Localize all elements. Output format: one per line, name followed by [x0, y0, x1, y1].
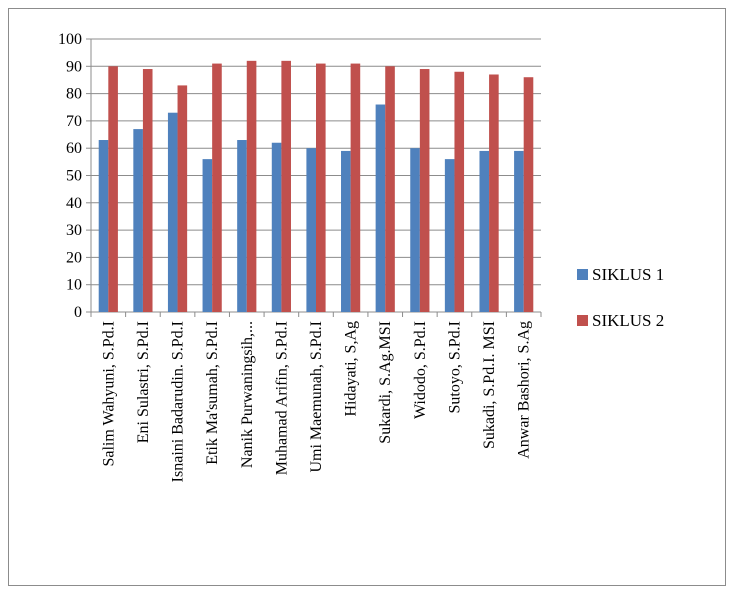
- bar-1: [375, 104, 386, 313]
- bar-2: [246, 60, 257, 313]
- legend-label: SIKLUS 1: [592, 265, 664, 284]
- bar-2: [142, 69, 153, 312]
- chart-frame: [8, 8, 726, 586]
- bar-2: [454, 71, 465, 312]
- bars: [98, 60, 534, 313]
- y-tick-label: 60: [66, 140, 82, 157]
- category-label: Salim Wahyuni, S.Pd.I: [100, 321, 117, 467]
- y-tick-label: 40: [66, 195, 82, 212]
- bar-1: [306, 148, 316, 312]
- bar-1: [341, 150, 351, 312]
- bar-2: [108, 66, 118, 312]
- category-label: Anwar Bashori, S.Ag: [516, 321, 533, 459]
- category-label: Widodo, S.Pd.I: [412, 321, 429, 419]
- category-label: Sukadi, S.Pd.I. MSI: [481, 321, 498, 449]
- category-label: Eni Sulastri, S.Pd.I: [135, 321, 152, 443]
- y-tick-label: 100: [58, 31, 82, 48]
- bar-2: [177, 85, 188, 312]
- category-label: Isnaini Badarudin. S.Pd.I: [170, 321, 187, 482]
- bar-1: [237, 140, 247, 312]
- bar-2: [385, 66, 395, 312]
- y-tick-label: 0: [74, 304, 82, 321]
- y-tick-label: 70: [66, 113, 82, 130]
- y-tick-label: 80: [66, 86, 82, 103]
- bar-2: [316, 63, 326, 312]
- bar-1: [98, 140, 109, 312]
- category-label: Nanik Purwaningsih,...: [239, 321, 256, 468]
- category-label: Umi Maemunah, S.Pd.I: [308, 321, 325, 473]
- y-tick-label: 90: [66, 58, 82, 75]
- bar-1: [133, 129, 143, 312]
- bar-2: [489, 74, 499, 313]
- y-tick-label: 30: [66, 222, 82, 239]
- y-tick-label: 10: [66, 277, 82, 294]
- bar-1: [271, 142, 282, 312]
- category-labels: Salim Wahyuni, S.Pd.I Eni Sulastri, S.Pd.…: [100, 321, 532, 482]
- legend-label: SIKLUS 2: [592, 311, 664, 330]
- category-label: Sutoyo, S.Pd.I: [446, 321, 463, 413]
- bar-1: [202, 159, 213, 312]
- bar-2: [350, 63, 361, 312]
- bar-1: [479, 150, 490, 312]
- category-label: Etik Ma'sumah, S.Pd.I: [204, 321, 221, 465]
- bar-2: [419, 69, 430, 312]
- y-tick-label: 50: [66, 168, 82, 185]
- bar-2: [523, 77, 534, 312]
- category-label: Muhamad Arifin, S.Pd.I: [273, 321, 290, 475]
- y-tick-label: 20: [66, 249, 82, 266]
- legend-swatch: [577, 315, 588, 326]
- legend: SIKLUS 1 SIKLUS 2: [577, 265, 664, 330]
- bar-2: [281, 60, 291, 313]
- y-tick-labels: 0 10 20 30 40 50 60 70 80 90 100: [58, 31, 82, 321]
- bar-1: [444, 159, 455, 312]
- bar-1: [514, 150, 524, 312]
- bar-1: [167, 112, 178, 313]
- bar-1: [410, 148, 420, 312]
- bar-2: [212, 63, 222, 312]
- category-label: Sukardi, S.Ag.MSI: [377, 321, 394, 444]
- axes: [86, 38, 542, 317]
- legend-swatch: [577, 269, 588, 280]
- category-label: Hidayati, S,Ag: [343, 321, 360, 417]
